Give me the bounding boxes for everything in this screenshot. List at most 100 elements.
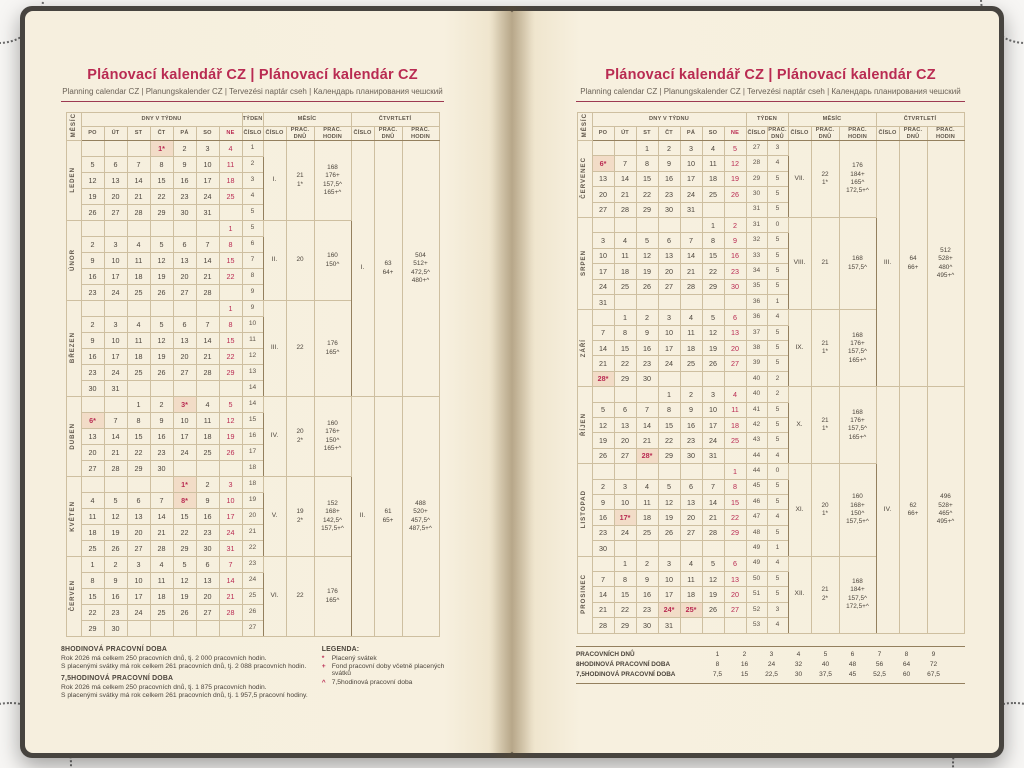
day-cell: 18 [80, 524, 105, 541]
day-cell: 9 [657, 155, 681, 172]
week-row: 14 15 16 17 18 19 20 38 5 [577, 340, 964, 357]
day-cell: 7 [613, 155, 637, 172]
day-header-5: SO [195, 126, 220, 141]
day-cell: 8 [723, 478, 747, 495]
day-cell: 14 [591, 586, 615, 603]
day-cell: 12 [103, 508, 128, 525]
week-row: ZÁŘÍ 1 2 3 4 5 6 36 4 IX. 21 1* 168 176+ 157,5^ 165+^ [576, 309, 964, 388]
week-number: 52 [745, 601, 768, 619]
day-cell: 17 [218, 508, 243, 525]
day-cell: 31 [195, 204, 220, 221]
week-working-days: 5 [766, 401, 789, 419]
week-row: 26 27 28* 29 30 31 44 4 [577, 447, 964, 465]
day-cell: 21 [149, 524, 174, 541]
day-cell [172, 220, 197, 237]
day-cell: 4 [679, 309, 703, 326]
quarter-working-days: 63 64+ [373, 140, 403, 397]
month-number: V. [262, 476, 287, 557]
week-number: 40 [745, 386, 768, 403]
week-row: ŘÍJEN 1 2 3 4 40 2 X. 21 1* 168 176+ 157,5^ 165+^ IV. 6… [576, 386, 965, 634]
day-cell: 14 [218, 572, 243, 589]
rate-row-label: PRACOVNÍCH DNŮ [576, 651, 635, 658]
week-row: PROSINEC 1 2 3 4 5 6 49 4 XII. 21 2* 168 184+ 157,5^ 17… [576, 555, 964, 634]
day-cell: 19 [723, 170, 747, 188]
day-cell: 13 [172, 252, 197, 269]
week-number: 53 [745, 617, 768, 634]
page-title: Plánovací kalendář CZ | Plánovací kalend… [87, 67, 418, 83]
day-cell [126, 380, 151, 397]
day-cell: 15 [701, 247, 725, 265]
header-subcolumn-row: PO ÚT ST ČT PÁ SO NE ČÍSLO PRAC. DNŮ ČÍSLO PRAC. D… [577, 126, 965, 141]
day-cell [149, 620, 174, 637]
rate-row-value: 52,5 [873, 671, 886, 678]
day-cell [657, 370, 681, 388]
week-number: 37 [745, 324, 768, 342]
week-row: 29 30 27 [66, 620, 439, 637]
week-working-days: 4 [766, 617, 789, 634]
day-cell: 4 [195, 396, 220, 413]
day-cell: 14 [679, 247, 703, 265]
page-subtitle: Planning calendar CZ | Planungskalender … [61, 87, 444, 102]
month-number: VI. [262, 556, 287, 637]
left-page-footer: 8HODINOVÁ PRACOVNÍ DOBA Rok 2026 má celk… [61, 646, 444, 699]
header-month-prac-dnu: PRAC. DNŮ [810, 126, 840, 141]
quarter-working-days: 62 66+ [898, 386, 928, 634]
day-cell: 7 [591, 324, 615, 342]
week-row: 17 18 19 20 21 22 23 34 5 [577, 263, 964, 280]
day-cell: 17 [657, 586, 681, 603]
day-cell: 2 [635, 555, 659, 572]
week-row: LISTOPAD 1 44 0 XI. 20 1* 160 168+ 150^ 157,5+^ [576, 463, 964, 557]
day-cell: 5 [149, 236, 174, 253]
month-name-label: ČERVENEC [580, 157, 588, 200]
week-row: 4 5 6 7 8* 9 10 19 [66, 492, 439, 509]
day-cell: 16 [723, 247, 747, 265]
week-working-days: 3 [766, 601, 789, 619]
day-cell [613, 463, 637, 480]
day-cell: 17 [103, 268, 128, 285]
day-cell: 21 [103, 444, 128, 461]
week-number: 19 [241, 492, 264, 509]
month-number: IX. [787, 309, 812, 388]
week-number: 12 [241, 348, 264, 365]
day-cell: 13 [80, 428, 105, 445]
week-row: LEDEN 1* 2 3 4 1 I. 21 1* 168 176+ 157,5^ 165+^ I. 63 6… [65, 140, 440, 397]
page-subtitle: Planning calendar CZ | Planungskalender … [576, 87, 965, 102]
day-cell: 23 [149, 444, 174, 461]
day-cell [126, 476, 151, 493]
day-cell: 5 [701, 309, 725, 326]
day-cell: 29 [635, 201, 659, 218]
week-row: 5 6 7 8 9 10 11 2 [66, 156, 439, 173]
day-cell: 9 [679, 401, 703, 419]
header-month-cislo: ČÍSLO [262, 126, 287, 141]
day-cell: 18 [149, 588, 174, 605]
month-working-hours: 160 168+ 150^ 157,5+^ [838, 463, 877, 557]
day-cell: 15 [613, 340, 637, 357]
day-cell: 4 [701, 139, 725, 157]
day-cell: 25 [723, 432, 747, 449]
day-cell: 1 [657, 386, 681, 403]
day-cell: 8 [613, 570, 637, 588]
week-number: 45 [745, 478, 768, 495]
day-cell [126, 220, 151, 237]
week-row: 28* 29 30 40 2 [577, 370, 964, 388]
month-working-days: 21 2* [810, 555, 840, 634]
month-working-hours: 176 165^ [313, 300, 352, 397]
day-cell: 1* [172, 476, 197, 493]
day-cell: 1 [723, 463, 747, 480]
planner-book: Plánovací kalendář CZ | Plánovací kalend… [20, 6, 1004, 758]
day-header-1: ÚT [613, 126, 637, 141]
day-cell [218, 380, 243, 397]
day-cell [657, 540, 681, 557]
rate-row-value: 72 [929, 661, 938, 668]
day-cell [218, 284, 243, 301]
header-tyden: TÝDEN [745, 112, 789, 127]
day-cell: 10 [218, 492, 243, 509]
week-number: 28 [745, 155, 768, 172]
header-mesic-column: MĚSÍC [576, 112, 593, 141]
week-number: 50 [745, 570, 768, 588]
week-row: ÚNOR 1 5 II. 20 160 150^ [65, 220, 439, 301]
day-cell: 2 [103, 556, 128, 573]
week-row: 16 17* 18 19 20 21 22 47 4 [577, 509, 964, 526]
day-cell: 21 [195, 268, 220, 285]
